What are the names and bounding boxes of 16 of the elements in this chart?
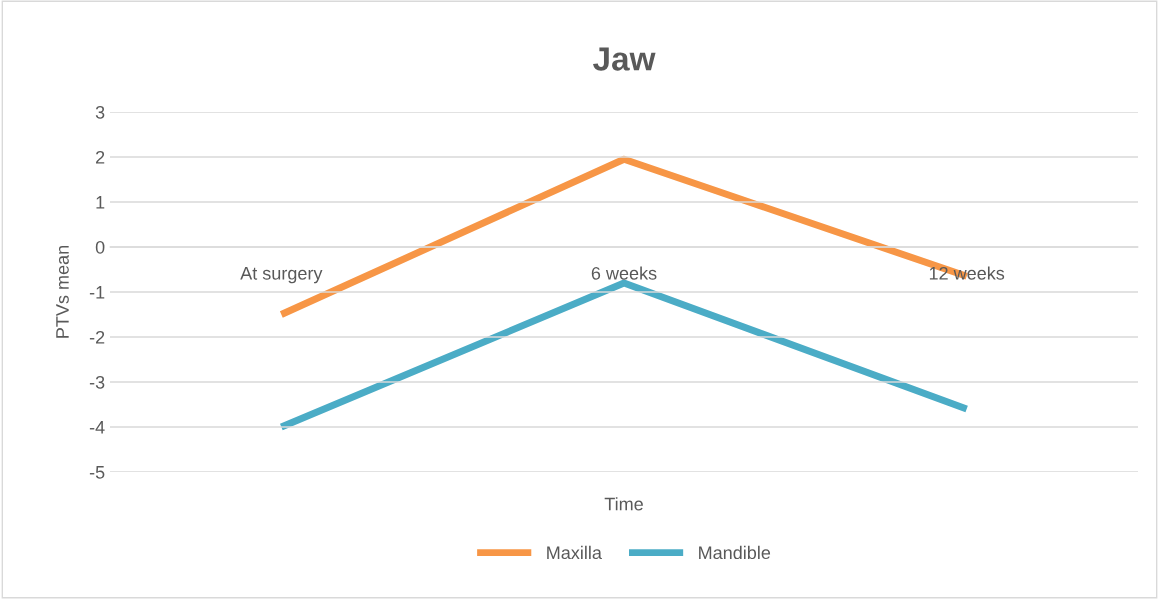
legend-label: Maxilla: [547, 545, 602, 560]
y-tick-label: -2: [89, 330, 105, 344]
y-tick-label: 2: [96, 150, 105, 164]
x-axis-title: Time: [604, 497, 643, 511]
legend-label: Mandible: [699, 545, 771, 560]
y-tick-label: 1: [96, 196, 105, 209]
y-tick-label: -3: [89, 375, 105, 389]
y-tick-label: -5: [89, 466, 105, 479]
y-tick-label: 0: [95, 240, 105, 254]
y-tick-label: 3: [95, 105, 105, 119]
x-tick-label: 6 weeks: [591, 266, 657, 280]
y-tick-label: -1: [89, 286, 105, 299]
y-tick-label: -4: [89, 421, 105, 434]
y-axis-title: PTVs mean: [56, 246, 69, 338]
x-tick-label: At surgery: [240, 267, 323, 284]
chart-title: Jaw: [593, 47, 656, 71]
